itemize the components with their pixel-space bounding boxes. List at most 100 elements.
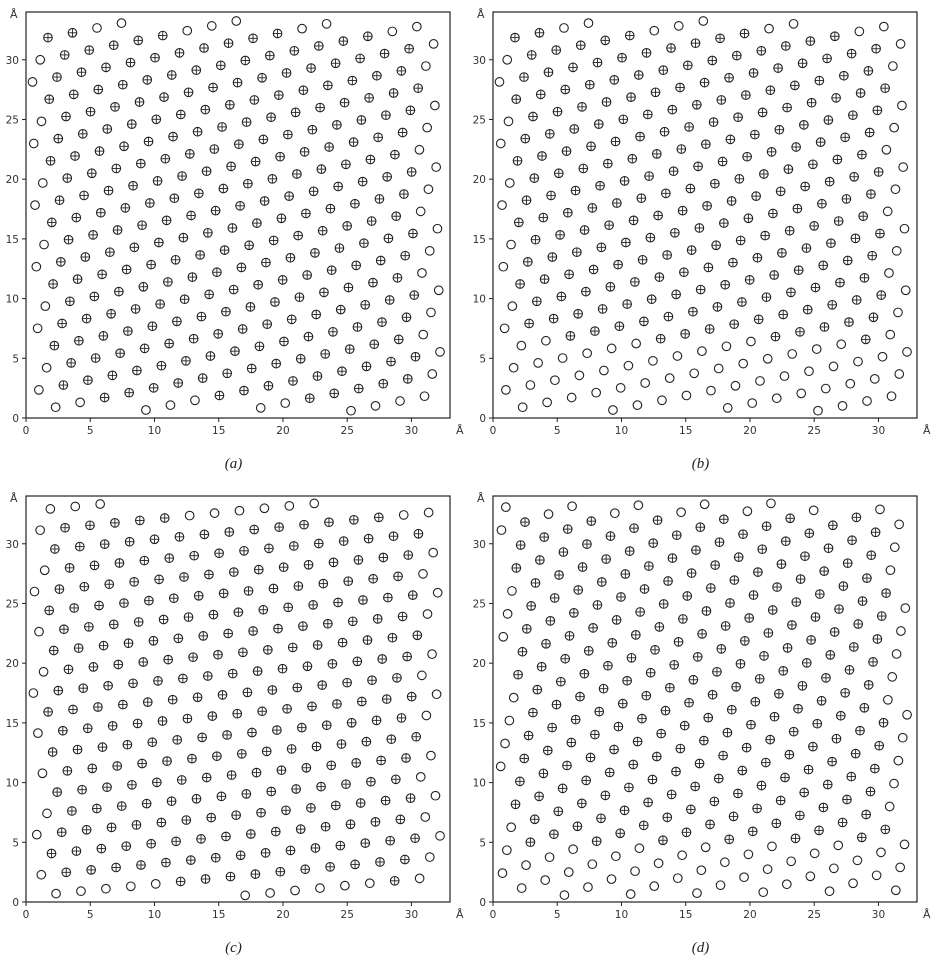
x-tick-label: 15 xyxy=(679,909,692,921)
atom-interior xyxy=(791,597,802,607)
atom-interior xyxy=(172,316,182,327)
atom-interior xyxy=(521,623,532,634)
atom-interior xyxy=(872,634,883,644)
atom-interior xyxy=(855,725,865,736)
atom-interior xyxy=(397,127,408,138)
atom-boundary xyxy=(746,336,756,347)
atom-interior xyxy=(635,131,645,142)
atom-interior xyxy=(266,786,277,797)
atom-interior xyxy=(292,682,303,693)
atom-interior xyxy=(578,163,589,174)
atom-interior xyxy=(770,331,781,342)
atom-interior xyxy=(284,191,294,201)
atom-boundary xyxy=(698,16,709,26)
atom-interior xyxy=(132,365,142,376)
atom-boundary xyxy=(30,200,40,210)
atom-boundary xyxy=(559,23,569,33)
x-tick-label: 15 xyxy=(212,425,225,437)
atom-boundary xyxy=(653,858,664,869)
atom-interior xyxy=(413,528,424,539)
atom-interior xyxy=(128,180,138,191)
atom-interior xyxy=(273,623,283,634)
atom-interior xyxy=(227,223,238,233)
atom-interior xyxy=(339,97,350,108)
atom-boundary xyxy=(649,881,660,891)
atom-interior xyxy=(181,815,192,825)
atom-interior xyxy=(266,112,276,123)
atom-interior xyxy=(581,775,592,786)
atom-interior xyxy=(46,217,57,228)
atom-interior xyxy=(728,257,738,268)
atom-interior xyxy=(647,774,658,785)
atom-interior xyxy=(333,597,343,608)
atom-interior xyxy=(311,309,322,320)
atom-interior xyxy=(88,662,99,672)
atom-boundary xyxy=(788,18,799,29)
atom-interior xyxy=(74,541,85,552)
atom-interior xyxy=(231,810,241,821)
atom-interior xyxy=(174,531,185,542)
atom-interior xyxy=(341,159,351,170)
atom-interior xyxy=(576,798,587,809)
atom-boundary xyxy=(623,360,634,371)
atom-interior xyxy=(352,322,363,332)
atom-interior xyxy=(662,812,673,823)
atom-interior xyxy=(573,585,584,595)
atom-interior xyxy=(551,45,562,55)
atom-interior xyxy=(178,232,189,243)
atom-interior xyxy=(814,825,824,836)
atom-interior xyxy=(136,860,146,870)
atom-interior xyxy=(150,52,160,63)
atom-interior xyxy=(108,619,119,630)
atom-boundary xyxy=(182,25,193,36)
atom-interior xyxy=(335,840,346,851)
atom-interior xyxy=(353,555,364,565)
atom-boundary xyxy=(424,245,435,256)
atom-interior xyxy=(701,606,712,616)
atom-boundary xyxy=(500,738,510,749)
y-unit-label: Å xyxy=(10,8,18,21)
atom-interior xyxy=(127,779,137,790)
atom-interior xyxy=(641,690,652,701)
atom-interior xyxy=(656,728,667,739)
atom-interior xyxy=(600,35,611,46)
atom-interior xyxy=(53,133,64,144)
y-tick-label: 5 xyxy=(479,837,486,849)
atom-boundary xyxy=(885,329,896,340)
atom-interior xyxy=(299,519,309,530)
atom-interior xyxy=(72,744,83,755)
atom-interior xyxy=(230,346,240,357)
atom-interior xyxy=(596,242,607,253)
atom-interior xyxy=(326,760,337,771)
atom-interior xyxy=(873,167,884,177)
atom-boundary xyxy=(713,363,724,374)
atom-boundary xyxy=(417,670,427,681)
atom-interior xyxy=(59,624,69,635)
atom-interior xyxy=(604,220,614,231)
y-tick-label: 15 xyxy=(473,718,486,730)
atom-interior xyxy=(258,604,269,615)
atom-interior xyxy=(823,543,834,554)
atom-interior xyxy=(787,620,797,630)
atom-interior xyxy=(648,538,659,548)
atom-interior xyxy=(667,553,678,563)
atom-boundary xyxy=(899,839,910,850)
atom-interior xyxy=(534,791,544,802)
atom-interior xyxy=(759,169,769,179)
y-tick-label: 15 xyxy=(6,234,19,246)
atom-interior xyxy=(244,240,254,251)
atom-interior xyxy=(601,97,612,107)
atom-interior xyxy=(72,274,83,285)
atom-interior xyxy=(624,30,635,41)
atom-interior xyxy=(325,861,335,872)
atom-interior xyxy=(68,89,79,100)
atom-interior xyxy=(526,601,537,611)
atom-interior xyxy=(653,210,663,221)
atom-interior xyxy=(124,387,135,398)
atom-interior xyxy=(859,702,870,713)
atom-interior xyxy=(262,319,273,330)
atom-interior xyxy=(529,814,540,825)
atom-interior xyxy=(188,652,198,663)
atom-interior xyxy=(711,240,721,251)
atom-interior xyxy=(63,234,74,245)
